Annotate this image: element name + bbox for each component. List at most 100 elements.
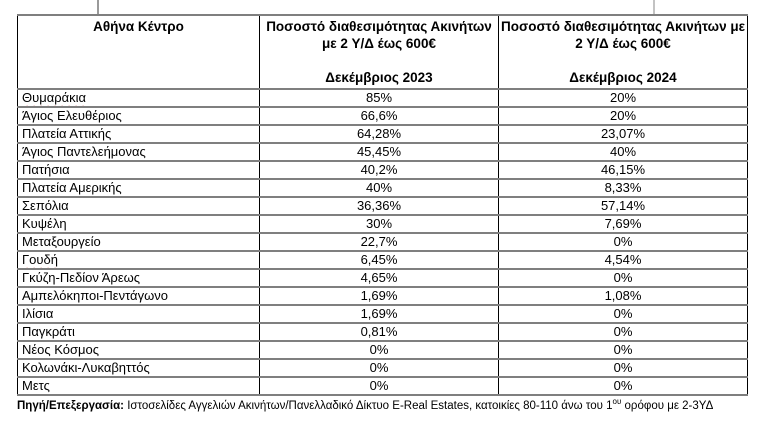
dec2023-value-cell: 40,2% bbox=[259, 161, 499, 180]
dec2023-value-cell: 4,65% bbox=[259, 269, 499, 288]
dec2024-value-cell: 8,33% bbox=[498, 179, 748, 198]
area-cell: Νέος Κόσμος bbox=[17, 341, 260, 360]
dec2024-value-cell: 0% bbox=[498, 341, 748, 360]
area-name: Κυψέλη bbox=[22, 216, 67, 231]
table-row: Άγιος Παντελεήμονας 45,45% 40% bbox=[17, 143, 748, 162]
dec2024-value-cell: 0% bbox=[498, 377, 748, 396]
dec2024-value-cell: 20% bbox=[498, 89, 748, 108]
area-name: Άγιος Παντελεήμονας bbox=[22, 144, 146, 159]
table-header: Αθήνα Κέντρο Ποσοστό διαθεσιμότητας Ακιν… bbox=[17, 14, 748, 90]
area-cell: Πλατεία Αμερικής bbox=[17, 179, 260, 198]
area-cell: Μετς bbox=[17, 377, 260, 396]
area-name: Κολωνάκι-Λυκαβηττός bbox=[22, 360, 150, 375]
dec2023-value-cell: 0,81% bbox=[259, 323, 499, 342]
header-2024-gap bbox=[500, 52, 747, 69]
table-row: Γουδή 6,45% 4,54% bbox=[17, 251, 748, 270]
dec2024-value-cell: 20% bbox=[498, 107, 748, 126]
table-row: Πλατεία Αμερικής 40% 8,33% bbox=[17, 179, 748, 198]
area-name: Θυμαράκια bbox=[22, 90, 87, 105]
dec2023-value-cell: 36,36% bbox=[259, 197, 499, 216]
dec2024-value-cell: 0% bbox=[498, 359, 748, 378]
table-row: Γκύζη-Πεδίον Άρεως 4,65% 0% bbox=[17, 269, 748, 288]
dec2023-value-cell: 40% bbox=[259, 179, 499, 198]
table-row: Πλατεία Αττικής 64,28% 23,07% bbox=[17, 125, 748, 144]
table-row: Κολωνάκι-Λυκαβηττός 0% 0% bbox=[17, 359, 748, 378]
ruler-tick-left bbox=[97, 0, 99, 15]
source-note: Πηγή/Επεξεργασία: Ιστοσελίδες Αγγελιών Α… bbox=[17, 397, 757, 414]
table-row: Ιλίσια 1,69% 0% bbox=[17, 305, 748, 324]
table-row: Σεπόλια 36,36% 57,14% bbox=[17, 197, 748, 216]
header-2023-title-line2: με 2 Υ/Δ έως 600€ bbox=[322, 36, 436, 51]
header-2024-period: Δεκέμβριος 2024 bbox=[569, 70, 677, 85]
header-2023-title-line1: Ποσοστό διαθεσιμότητας Ακινήτων bbox=[266, 19, 492, 34]
table-row: Πατήσια 40,2% 46,15% bbox=[17, 161, 748, 180]
dec2023-value-cell: 6,45% bbox=[259, 251, 499, 270]
source-note-label: Πηγή/Επεξεργασία: bbox=[17, 400, 124, 412]
area-cell: Γουδή bbox=[17, 251, 260, 270]
area-name: Αμπελόκηποι-Πεντάγωνο bbox=[22, 288, 168, 303]
table-row: Παγκράτι 0,81% 0% bbox=[17, 323, 748, 342]
dec2023-value-cell: 85% bbox=[259, 89, 499, 108]
dec2024-value-cell: 0% bbox=[498, 233, 748, 252]
area-name: Γκύζη-Πεδίον Άρεως bbox=[22, 270, 141, 285]
source-note-text: Ιστοσελίδες Αγγελιών Ακινήτων/Πανελλαδικ… bbox=[124, 400, 613, 412]
dec2024-value-cell: 57,14% bbox=[498, 197, 748, 216]
area-cell: Μεταξουργείο bbox=[17, 233, 260, 252]
source-note-superscript: ου bbox=[612, 397, 622, 407]
area-cell: Αμπελόκηποι-Πεντάγωνο bbox=[17, 287, 260, 306]
area-cell: Θυμαράκια bbox=[17, 89, 260, 108]
area-cell: Πλατεία Αττικής bbox=[17, 125, 260, 144]
dec2023-value-cell: 1,69% bbox=[259, 305, 499, 324]
header-area: Αθήνα Κέντρο bbox=[17, 14, 260, 90]
dec2023-value-cell: 0% bbox=[259, 341, 499, 360]
header-2023-period: Δεκέμβριος 2023 bbox=[325, 70, 433, 85]
dec2023-value-cell: 30% bbox=[259, 215, 499, 234]
table-row: Αμπελόκηποι-Πεντάγωνο 1,69% 1,08% bbox=[17, 287, 748, 306]
dec2024-value-cell: 0% bbox=[498, 305, 748, 324]
dec2024-value-cell: 4,54% bbox=[498, 251, 748, 270]
area-name: Μετς bbox=[22, 378, 50, 393]
dec2023-value-cell: 45,45% bbox=[259, 143, 499, 162]
area-name: Πατήσια bbox=[22, 162, 70, 177]
table-row: Νέος Κόσμος 0% 0% bbox=[17, 341, 748, 360]
header-2023-gap bbox=[261, 52, 498, 69]
dec2023-value-cell: 0% bbox=[259, 377, 499, 396]
area-name: Μεταξουργείο bbox=[22, 234, 101, 249]
area-name: Γουδή bbox=[22, 252, 58, 267]
area-cell: Πατήσια bbox=[17, 161, 260, 180]
dec2023-value-cell: 1,69% bbox=[259, 287, 499, 306]
dec2024-value-cell: 46,15% bbox=[498, 161, 748, 180]
area-name: Παγκράτι bbox=[22, 324, 75, 339]
area-cell: Άγιος Παντελεήμονας bbox=[17, 143, 260, 162]
dec2024-value-cell: 40% bbox=[498, 143, 748, 162]
table-body: Θυμαράκια 85% 20% Άγιος Ελευθέριος 66,6%… bbox=[17, 89, 748, 396]
header-2024-title-line1: Ποσοστό διαθεσιμότητας Ακινήτων με bbox=[500, 19, 746, 34]
area-name: Πλατεία Αμερικής bbox=[22, 180, 122, 195]
area-cell: Σεπόλια bbox=[17, 197, 260, 216]
area-cell: Παγκράτι bbox=[17, 323, 260, 342]
table-row: Μεταξουργείο 22,7% 0% bbox=[17, 233, 748, 252]
table-row: Μετς 0% 0% bbox=[17, 377, 748, 396]
header-2024-title-line2: 2 Υ/Δ έως 600€ bbox=[575, 36, 671, 51]
dec2024-value-cell: 0% bbox=[498, 323, 748, 342]
table-row: Θυμαράκια 85% 20% bbox=[17, 89, 748, 108]
dec2023-value-cell: 0% bbox=[259, 359, 499, 378]
table-row: Κυψέλη 30% 7,69% bbox=[17, 215, 748, 234]
table-row: Άγιος Ελευθέριος 66,6% 20% bbox=[17, 107, 748, 126]
dec2023-value-cell: 22,7% bbox=[259, 233, 499, 252]
area-name: Ιλίσια bbox=[22, 306, 54, 321]
area-name: Σεπόλια bbox=[22, 198, 69, 213]
dec2024-value-cell: 1,08% bbox=[498, 287, 748, 306]
area-cell: Γκύζη-Πεδίον Άρεως bbox=[17, 269, 260, 288]
dec2023-value-cell: 66,6% bbox=[259, 107, 499, 126]
header-area-title: Αθήνα Κέντρο bbox=[93, 19, 184, 34]
area-name: Νέος Κόσμος bbox=[22, 342, 100, 357]
availability-table: Αθήνα Κέντρο Ποσοστό διαθεσιμότητας Ακιν… bbox=[17, 14, 748, 396]
source-note-text-end: ορόφου με 2-3ΥΔ bbox=[621, 400, 714, 412]
header-row: Αθήνα Κέντρο Ποσοστό διαθεσιμότητας Ακιν… bbox=[17, 14, 748, 90]
header-dec2023: Ποσοστό διαθεσιμότητας Ακινήτων με 2 Υ/Δ… bbox=[259, 14, 499, 90]
header-dec2024: Ποσοστό διαθεσιμότητας Ακινήτων με 2 Υ/Δ… bbox=[498, 14, 748, 90]
area-cell: Ιλίσια bbox=[17, 305, 260, 324]
area-name: Πλατεία Αττικής bbox=[22, 126, 112, 141]
